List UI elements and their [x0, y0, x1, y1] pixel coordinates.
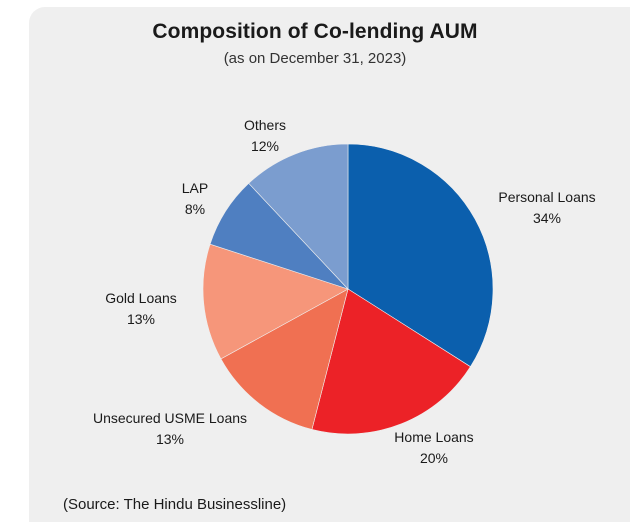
source-note: (Source: The Hindu Businessline) [63, 496, 287, 513]
pie-slice-unsecured-usme-loans [220, 288, 349, 430]
pie-slice-home-loans [311, 288, 471, 435]
slice-name: Personal Loans [498, 189, 596, 205]
slice-value: 8% [184, 201, 206, 217]
slice-label-home-loans: Home Loans 20% [394, 427, 473, 469]
slice-name: LAP [181, 180, 209, 196]
slice-label-unsecured-usme-loans: Unsecured USME Loans 13% [93, 408, 247, 450]
pie-slice-gold-loans [202, 243, 349, 360]
pie-slice-others [248, 143, 349, 290]
slice-value: 13% [155, 431, 185, 447]
pie-slice-personal-loans [347, 143, 494, 368]
slice-label-others: Others 12% [244, 115, 286, 157]
slice-value: 13% [126, 311, 156, 327]
chart-title: Composition of Co-lending AUM [152, 20, 478, 43]
slice-name: Home Loans [394, 429, 474, 445]
slice-name: Unsecured USME Loans [92, 410, 248, 426]
slice-value: 12% [250, 138, 280, 154]
slice-label-gold-loans: Gold Loans 13% [105, 288, 177, 330]
chart-subtitle: (as on December 31, 2023) [223, 50, 407, 67]
slice-value: 20% [419, 450, 449, 466]
slice-value: 34% [532, 210, 562, 226]
slice-label-lap: LAP 8% [182, 178, 208, 220]
slice-name: Gold Loans [105, 290, 177, 306]
slice-name: Others [243, 117, 287, 133]
slice-label-personal-loans: Personal Loans 34% [498, 187, 595, 229]
